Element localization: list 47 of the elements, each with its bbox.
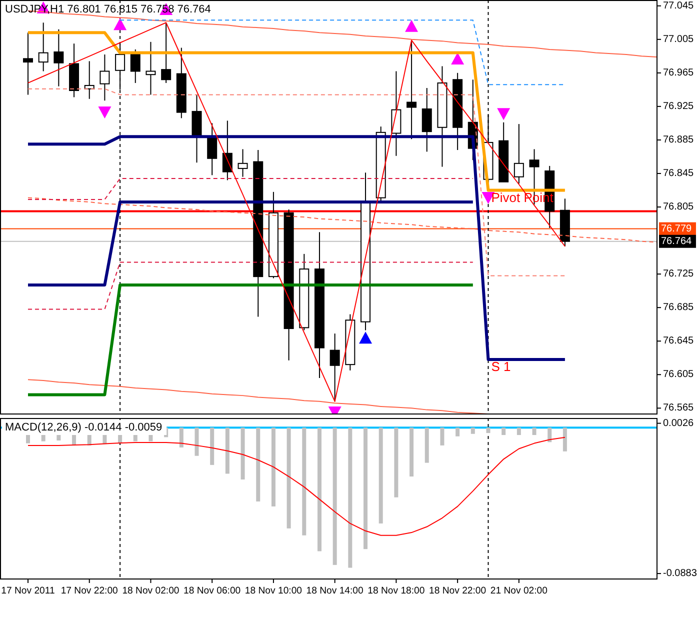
y-tick-label: -0.0883 xyxy=(663,568,697,580)
candlestick xyxy=(23,32,33,96)
point xyxy=(359,332,372,344)
candlestick xyxy=(161,22,172,84)
candlestick xyxy=(391,70,402,156)
candlestick xyxy=(100,54,110,102)
ref-line-label: 76.779 xyxy=(661,223,692,234)
x-tick-label: 18 Nov 22:00 xyxy=(429,586,486,596)
y-tick-label: 77.005 xyxy=(663,34,694,45)
y-tick-label: 0.0026 xyxy=(663,418,694,429)
candlestick xyxy=(330,333,340,402)
x-tick-label: 17 Nov 22:00 xyxy=(60,586,118,596)
candlestick xyxy=(514,124,524,184)
x-tick-label: 18 Nov 06:00 xyxy=(184,586,241,596)
x-tick-label: 21 Nov 02:00 xyxy=(490,586,548,596)
x-tick-label: 18 Nov 10:00 xyxy=(244,586,302,596)
point xyxy=(405,20,418,32)
y-tick-label: 76.565 xyxy=(663,402,694,414)
y-tick-label: 76.605 xyxy=(663,369,694,380)
y-tick-label: 76.965 xyxy=(663,67,694,78)
y-tick-label: 76.805 xyxy=(663,202,694,212)
candlestick xyxy=(54,28,64,87)
x-tick-label: 18 Nov 18:00 xyxy=(368,586,425,596)
y-tick-label: 76.845 xyxy=(663,168,694,179)
y-tick-label: 76.725 xyxy=(663,268,694,280)
candlestick xyxy=(38,22,48,72)
y-tick-label: 76.685 xyxy=(663,302,694,314)
candlestick xyxy=(222,120,232,181)
y-tick-label: 77.045 xyxy=(663,0,694,12)
candlestick xyxy=(406,40,417,140)
annotation: S 1 xyxy=(491,359,511,374)
candlestick xyxy=(422,87,432,152)
x-tick-label: 18 Nov 14:00 xyxy=(306,586,364,596)
ref-line-label: 76.764 xyxy=(661,236,692,247)
point xyxy=(451,52,464,64)
line-series xyxy=(28,436,566,536)
point xyxy=(114,18,127,30)
candlestick xyxy=(146,41,156,96)
candlestick xyxy=(238,148,248,178)
y-tick-label: 76.925 xyxy=(663,100,694,112)
y-tick-label: 76.885 xyxy=(663,134,694,146)
x-tick-label: 17 Nov 2011 xyxy=(1,586,55,596)
candlestick xyxy=(130,48,140,84)
candlestick xyxy=(207,122,218,176)
chart-title: MACD(12,26,9) -0.0144 -0.0059 xyxy=(5,422,162,434)
y-tick-label: 76.645 xyxy=(663,336,694,347)
x-tick-label: 18 Nov 02:00 xyxy=(122,586,180,596)
